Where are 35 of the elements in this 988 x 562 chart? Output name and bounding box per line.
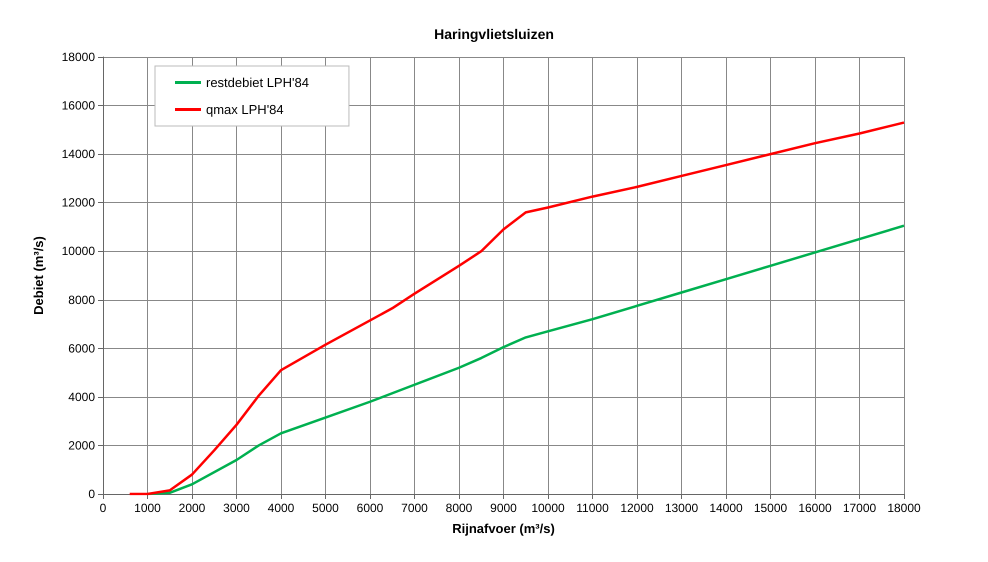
chart-title: Haringvlietsluizen [434, 26, 554, 42]
x-tick-label: 17000 [842, 501, 877, 515]
x-tick-label: 2000 [178, 501, 206, 515]
y-tick-label: 4000 [68, 390, 96, 404]
x-tick-label: 18000 [887, 501, 922, 515]
x-tick-label: 14000 [709, 501, 744, 515]
legend-label: qmax LPH'84 [206, 102, 284, 117]
y-tick-label: 8000 [68, 292, 96, 307]
line-series [128, 121, 906, 496]
y-tick-label: 14000 [62, 147, 96, 162]
y-tick-label: 18000 [62, 50, 96, 64]
x-tick-label: 12000 [620, 501, 654, 515]
y-tick-label: 6000 [68, 341, 96, 356]
x-tick-label: 5000 [312, 501, 340, 515]
x-axis-title: Rijnafvoer (m³/s) [452, 521, 555, 536]
y-tick-label: 2000 [68, 438, 96, 452]
legend-label: restdebiet LPH'84 [206, 75, 309, 90]
x-tick-label: 0 [100, 501, 107, 515]
y-tick-label: 16000 [62, 98, 96, 113]
y-axis-title: Debiet (m³/s) [31, 236, 46, 315]
x-tick-label: 13000 [664, 501, 699, 515]
x-tick-label: 8000 [446, 501, 473, 515]
x-tick-label: 10000 [531, 501, 566, 515]
x-tick-label: 11000 [576, 501, 610, 515]
y-tick-label: 10000 [62, 244, 96, 258]
x-tick-label: 1000 [134, 501, 162, 515]
y-tick-label: 12000 [62, 196, 96, 210]
x-tick-label: 3000 [223, 501, 250, 515]
x-tick-label: 4000 [268, 501, 295, 515]
x-tick-label: 7000 [401, 501, 428, 515]
x-tick-label: 9000 [490, 501, 518, 515]
y-tick-label: 0 [88, 487, 96, 501]
x-tick-label: 6000 [356, 501, 384, 515]
x-tick-label: 15000 [754, 501, 788, 515]
x-tick-label: 16000 [798, 501, 832, 515]
